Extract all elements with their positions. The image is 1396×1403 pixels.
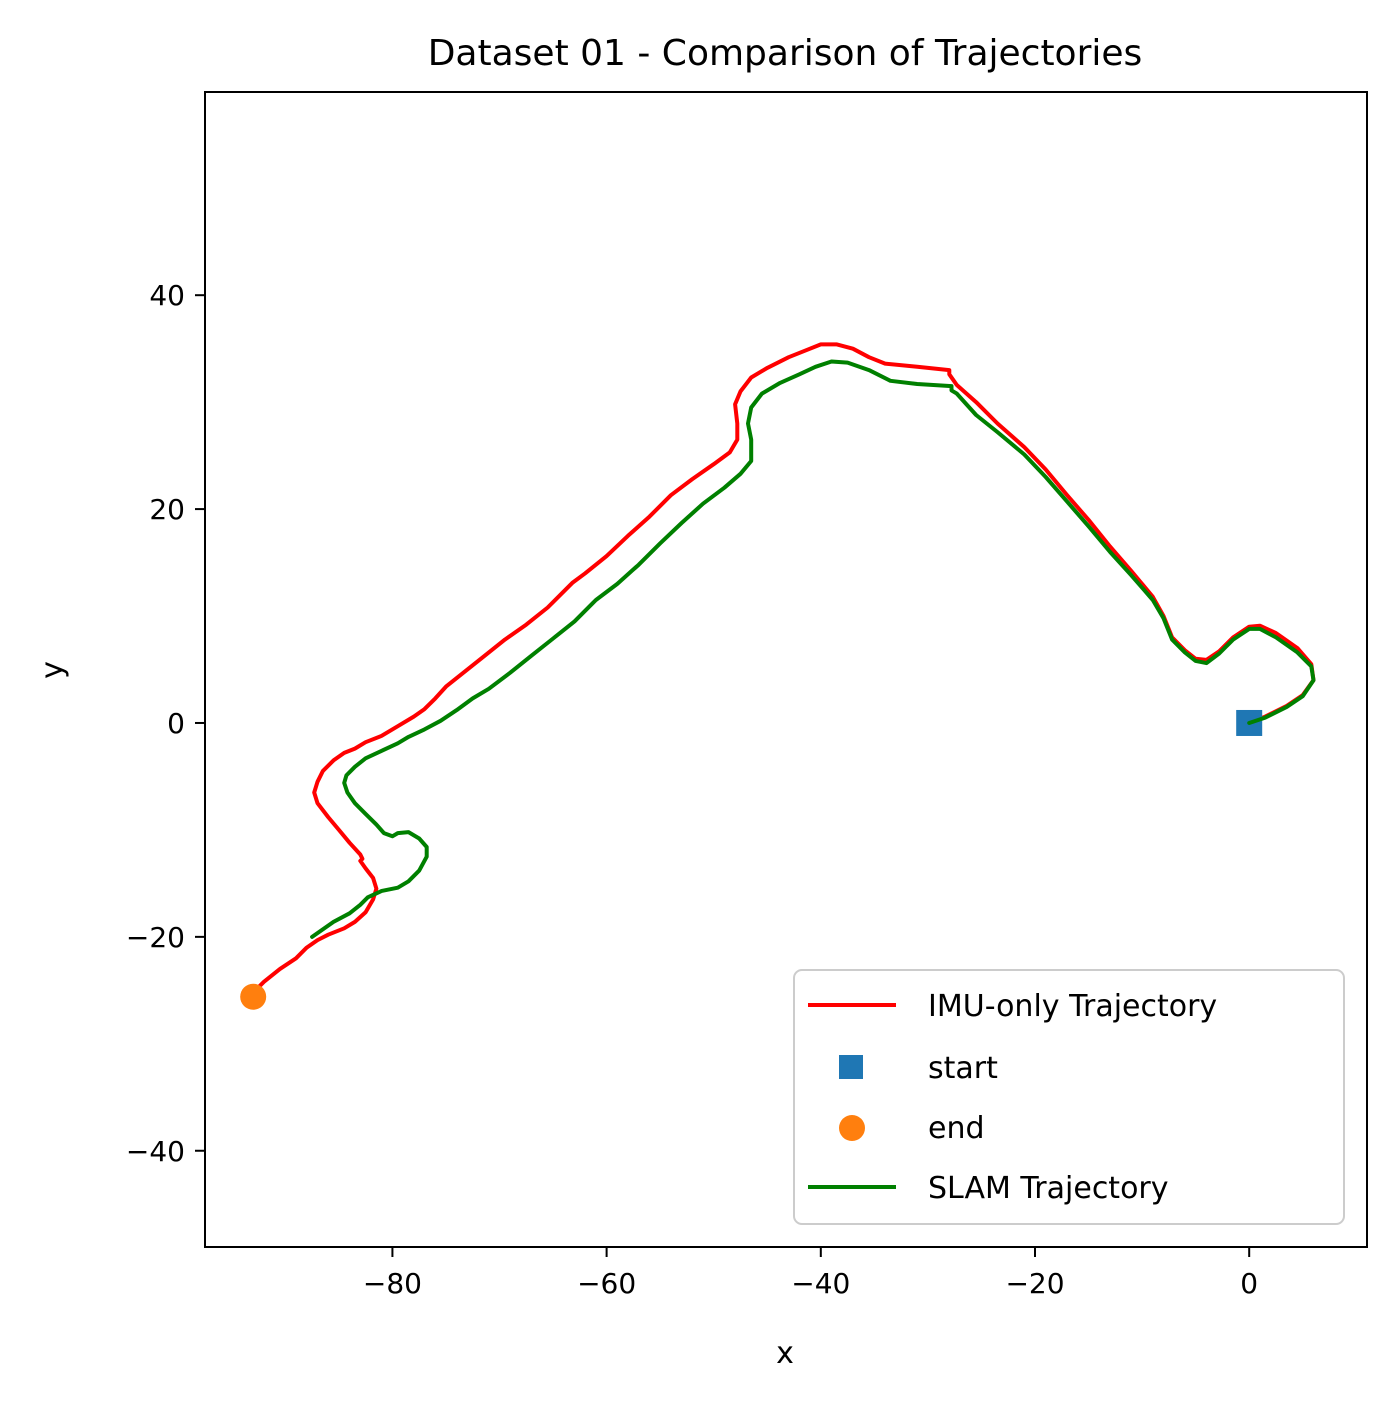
x-tick-label: −80: [363, 1267, 422, 1300]
legend-end-swatch: [839, 1115, 865, 1141]
chart-title: Dataset 01 - Comparison of Trajectories: [428, 33, 1143, 74]
legend-end-label: end: [928, 1111, 985, 1146]
y-axis-label: y: [35, 661, 70, 679]
x-axis-ticks: −80 −60 −40 −20 0: [363, 1247, 1258, 1300]
y-tick-label: −20: [126, 921, 185, 954]
x-tick-label: 0: [1240, 1267, 1258, 1300]
axes-frame: [204, 91, 1368, 1248]
end-marker: [240, 983, 267, 1010]
x-tick-label: −60: [577, 1267, 636, 1300]
legend: IMU-only Trajectory start end SLAM Traje…: [793, 969, 1345, 1225]
legend-start-label: start: [928, 1051, 998, 1086]
y-axis-ticks: −40 −20 0 20 40: [126, 279, 205, 1168]
x-tick-label: −20: [1005, 1267, 1064, 1300]
x-axis-label: x: [776, 1336, 794, 1371]
legend-box: [793, 969, 1345, 1225]
series-line-3: [310, 359, 1316, 939]
y-tick-label: −40: [126, 1135, 185, 1168]
y-tick-label: 20: [149, 493, 185, 526]
legend-slam-label: SLAM Trajectory: [928, 1171, 1169, 1206]
x-tick-label: −40: [791, 1267, 850, 1300]
y-tick-label: 40: [149, 279, 185, 312]
series-layer: [240, 342, 1316, 1010]
y-tick-label: 0: [167, 707, 185, 740]
legend-imu-label: IMU-only Trajectory: [928, 989, 1217, 1024]
legend-start-swatch: [839, 1055, 863, 1079]
